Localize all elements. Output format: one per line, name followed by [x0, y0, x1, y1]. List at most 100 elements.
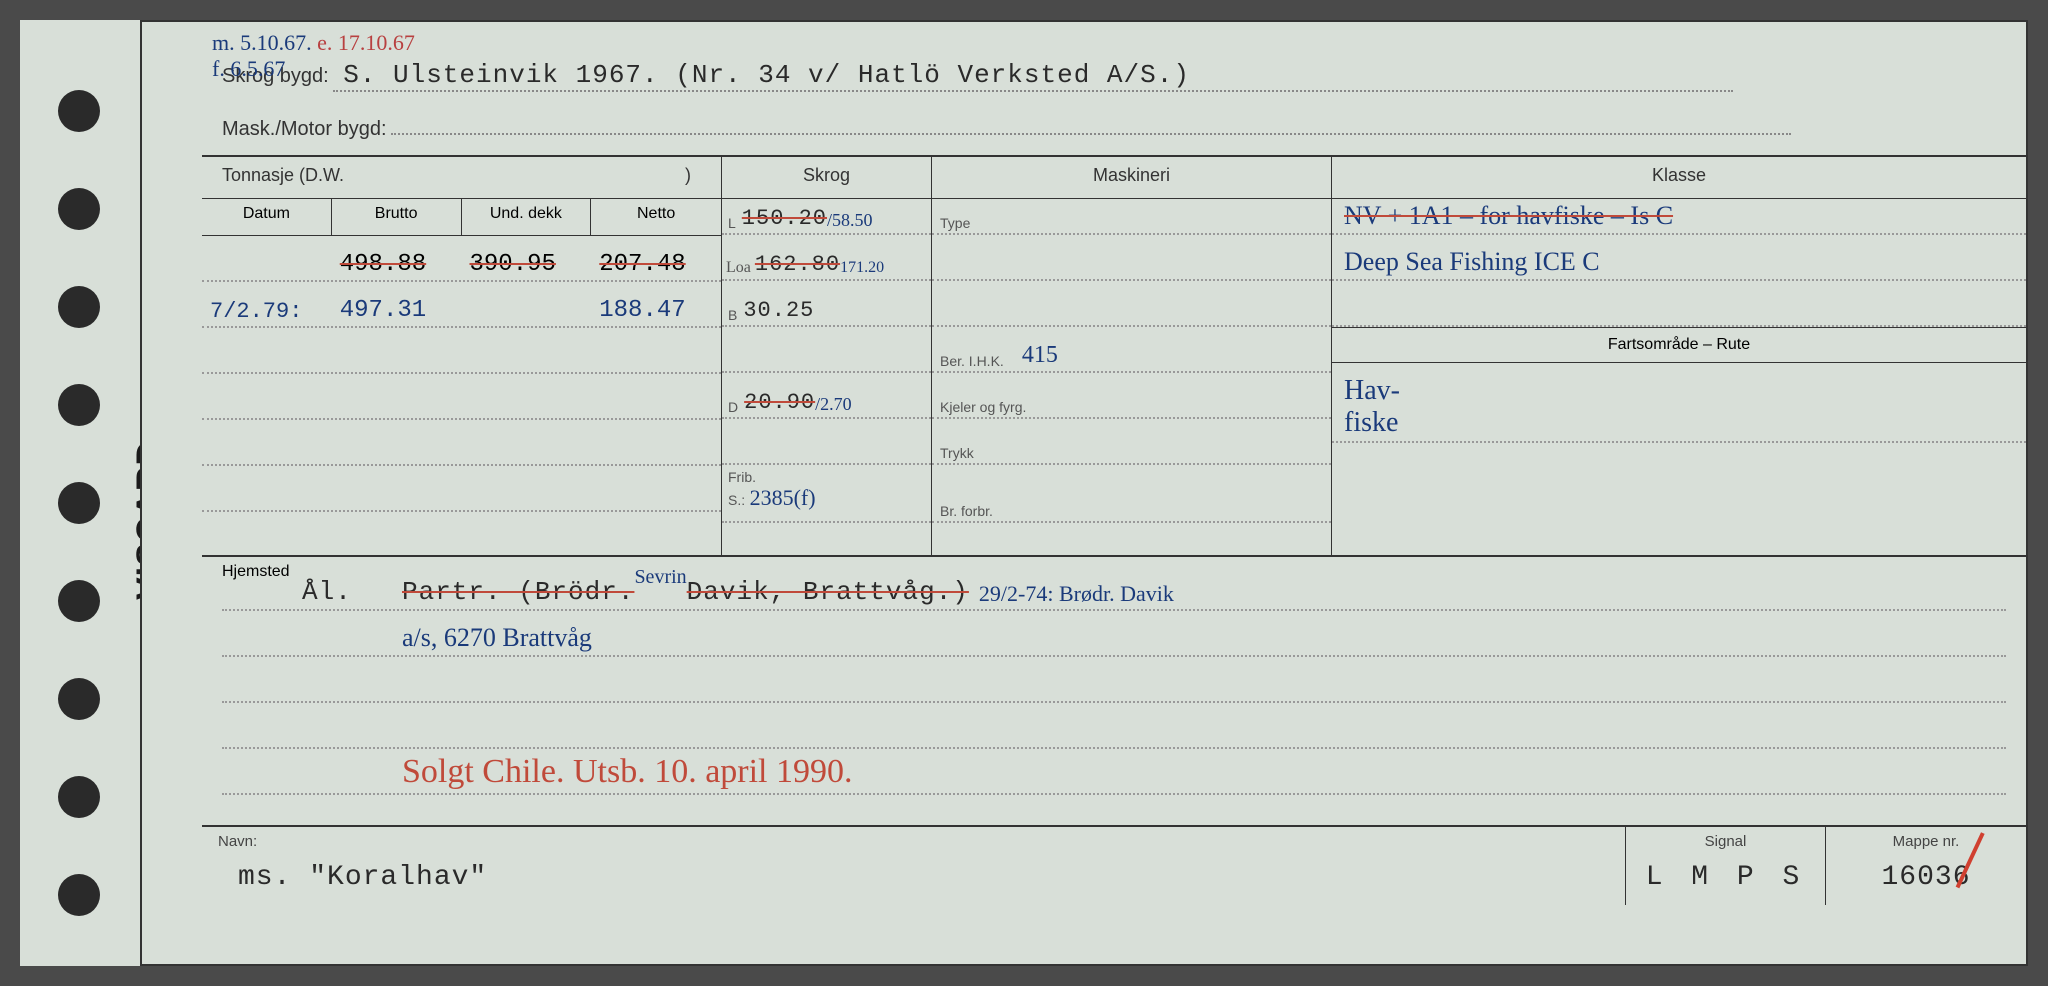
mappe-cell: Mappe nr. 16036	[1826, 827, 2026, 905]
brutto-1: 498.88	[332, 251, 462, 278]
tonnage-header-close: )	[685, 165, 711, 186]
skrog-empty-row	[722, 419, 931, 465]
br-forbr-row: Br. forbr.	[932, 465, 1331, 523]
trykk-row: Trykk	[932, 419, 1331, 465]
ber-ihk-row: Ber. I.H.K. 415	[932, 327, 1331, 373]
klasse-row-1: NV + 1A1 – for havfiske – Is C	[1332, 199, 2026, 235]
mask-motor-label: Mask./Motor bygd:	[222, 118, 387, 140]
bottom-row: Navn: ms. "Koralhav" Signal L M P S Mapp…	[202, 825, 2026, 905]
mask-empty	[932, 281, 1331, 327]
index-card: m. 5.10.67. e. 17.10.67 f. 6.5.67 Skrog …	[140, 20, 2028, 966]
punch-hole	[58, 776, 100, 818]
top-handwritten-notes: m. 5.10.67. e. 17.10.67 f. 6.5.67	[212, 30, 415, 82]
L-value: 150.20	[742, 206, 827, 231]
punch-hole	[58, 286, 100, 328]
datum-header: Datum	[202, 199, 332, 235]
hjemsted-empty	[222, 657, 2006, 703]
card-wrapper: VISCARD Skjema nr. 53007 - A VISAG KONTO…	[20, 20, 2028, 966]
skrog-D-row: D 20.90 /2.70	[722, 373, 931, 419]
netto-header: Netto	[591, 199, 721, 235]
card-content: m. 5.10.67. e. 17.10.67 f. 6.5.67 Skrog …	[202, 22, 2026, 964]
skrog-Loa-row: Loa 162.80 171.20	[722, 235, 931, 281]
rederi-struck: Partr. (Brödr.	[402, 577, 634, 607]
hjemsted-section: Hjemsted Ål. Partr. (Brödr. Sevrin Davik…	[202, 555, 2026, 825]
rederi-date-note: 29/2-74: Brødr. Davik	[969, 581, 1174, 607]
type-label: Type	[932, 215, 978, 231]
skrog-empty-row	[722, 327, 931, 373]
tonnage-subheaders: Datum Brutto Und. dekk Netto	[202, 199, 721, 236]
tonnage-row-empty	[202, 466, 721, 512]
tonnage-row-2: 7/2.79: 497.31 188.47	[202, 282, 721, 328]
hjemsted-line2: a/s, 6270 Brattvåg	[402, 623, 592, 653]
fartsomrade-row: Hav- fiske	[1332, 363, 2026, 443]
navn-value: ms. "Koralhav"	[218, 850, 1609, 893]
punch-hole	[58, 580, 100, 622]
L-label: L	[722, 215, 742, 231]
klasse-row-2: Deep Sea Fishing ICE C	[1332, 235, 2026, 281]
note-f-date: f. 6.5.67	[212, 56, 285, 81]
punch-hole	[58, 678, 100, 720]
B-value: 30.25	[743, 298, 814, 323]
S-value: 2385(f)	[750, 485, 816, 510]
skrog-bygd-value: S. Ulsteinvik 1967. (Nr. 34 v/ Hatlö Ver…	[333, 60, 1733, 92]
signal-value: L M P S	[1642, 850, 1809, 893]
skrog-L-row: L 150.20 /58.50	[722, 199, 931, 235]
Loa-alt: 171.20	[840, 259, 884, 277]
maskineri-column: Maskineri Type Ber. I.H.K. 415 Kjeler og…	[932, 157, 1332, 555]
navn-cell: Navn: ms. "Koralhav"	[202, 827, 1626, 905]
tonnage-header: Tonnasje (D.W. )	[202, 157, 721, 199]
Loa-label: Loa	[722, 259, 755, 277]
mask-motor-value	[391, 133, 1791, 135]
punch-hole	[58, 874, 100, 916]
D-value: 20.90	[744, 390, 815, 415]
datum-2: 7/2.79:	[202, 299, 332, 324]
type-row: Type	[932, 199, 1331, 235]
hjemsted-row-1: Ål. Partr. (Brödr. Sevrin Davik, Brattvå…	[222, 565, 2006, 611]
sold-note: Solgt Chile. Utsb. 10. april 1990.	[402, 753, 853, 791]
klasse-header: Klasse	[1332, 157, 2026, 199]
D-label: D	[722, 399, 744, 415]
punch-hole	[58, 90, 100, 132]
skrog-B-row: B 30.25	[722, 281, 931, 327]
brutto-header: Brutto	[332, 199, 462, 235]
hjemsted-row-2: a/s, 6270 Brattvåg	[222, 611, 2006, 657]
tonnage-row-empty	[202, 328, 721, 374]
L-alt: /58.50	[827, 210, 873, 231]
maskineri-header: Maskineri	[932, 157, 1331, 199]
und-dekk-header: Und. dekk	[462, 199, 592, 235]
mask-empty	[932, 235, 1331, 281]
klasse-empty	[1332, 281, 2026, 327]
S-label: S.:	[728, 492, 745, 508]
punch-holes-strip: VISCARD Skjema nr. 53007 - A VISAG KONTO…	[20, 20, 140, 966]
mask-motor-row: Mask./Motor bygd:	[202, 100, 2026, 155]
navn-label: Navn:	[218, 833, 1609, 850]
ber-ihk-value: 415	[1012, 342, 1058, 369]
skrog-column: Skrog L 150.20 /58.50 Loa 162.80 171.20 …	[722, 157, 932, 555]
Loa-value: 162.80	[755, 252, 840, 277]
tonnage-row-empty	[202, 374, 721, 420]
D-alt: /2.70	[815, 394, 852, 415]
rederi-insert: Sevrin	[634, 566, 686, 589]
netto-2: 188.47	[591, 297, 721, 324]
main-table: Tonnasje (D.W. ) Datum Brutto Und. dekk …	[202, 155, 2026, 555]
tonnage-row-empty	[202, 420, 721, 466]
note-e-date: e. 17.10.67	[317, 30, 415, 55]
hjemsted-label: Hjemsted	[222, 563, 290, 581]
skrog-frib-row: Frib. S.: 2385(f)	[722, 465, 931, 523]
klasse-column: Klasse NV + 1A1 – for havfiske – Is C De…	[1332, 157, 2026, 555]
klasse-line2: Deep Sea Fishing ICE C	[1332, 247, 1600, 277]
und-dekk-1: 390.95	[462, 251, 592, 278]
skrog-bygd-row: Skrog bygd: S. Ulsteinvik 1967. (Nr. 34 …	[202, 22, 2026, 100]
punch-hole	[58, 384, 100, 426]
fartsomrade-value: Hav- fiske	[1332, 375, 1400, 439]
punch-hole	[58, 482, 100, 524]
netto-1: 207.48	[591, 251, 721, 278]
brutto-2: 497.31	[332, 297, 462, 324]
hjemsted-empty	[222, 703, 2006, 749]
tonnage-column: Tonnasje (D.W. ) Datum Brutto Und. dekk …	[202, 157, 722, 555]
signal-label: Signal	[1642, 833, 1809, 850]
B-label: B	[722, 307, 743, 323]
note-m-date: m. 5.10.67.	[212, 30, 312, 55]
skrog-header: Skrog	[722, 157, 931, 199]
kjeler-row: Kjeler og fyrg.	[932, 373, 1331, 419]
